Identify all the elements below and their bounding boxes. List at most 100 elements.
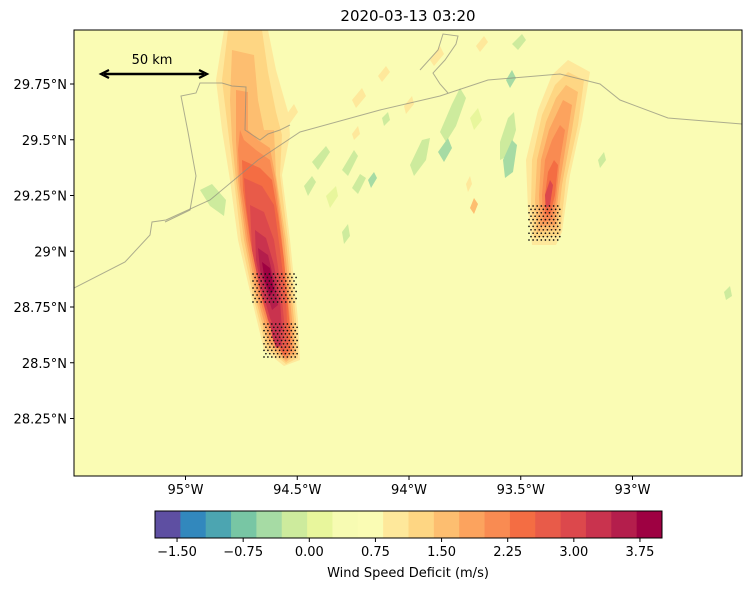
turbine-marker [260,294,263,296]
turbine-marker [252,294,254,296]
turbine-marker [266,283,269,286]
turbine-marker [272,301,275,303]
map-background [74,30,742,476]
turbine-marker [556,232,559,235]
turbine-marker [274,349,277,352]
turbine-marker [536,239,539,241]
turbine-marker [263,349,265,352]
y-tick-label: 29.75°N [14,78,67,93]
turbine-marker [538,222,541,224]
turbine-marker [258,290,261,293]
turbine-marker [292,339,295,342]
turbine-marker [288,346,291,348]
colorbar-tick-label: 0.75 [361,545,390,560]
turbine-marker [284,326,287,329]
turbine-marker [554,222,557,224]
turbine-marker [548,225,551,228]
turbine-marker [276,273,279,275]
background-field-noise [200,34,732,300]
colorbar-swatch [256,511,283,538]
turbine-marker [293,287,295,289]
turbine-marker [272,333,275,335]
turbine-marker [270,349,273,352]
turbine-marker [286,356,289,358]
turbine-marker [256,287,258,289]
turbine-marker [534,208,536,211]
turbine-marker [282,336,285,339]
turbine-marker [289,280,291,282]
turbine-marker [265,326,267,329]
colorbar-tick-label: 0.00 [295,545,324,560]
turbine-marker [274,342,277,345]
turbine-marker [294,329,297,332]
turbine-marker [268,339,271,342]
turbine-marker [532,205,534,207]
turbine-marker [258,276,261,279]
turbine-markers [252,205,561,358]
turbine-marker [263,342,265,345]
turbine-marker [558,215,561,218]
turbine-marker [291,297,293,300]
turbine-marker [552,218,555,221]
turbine-marker [542,222,545,224]
x-tick-label: 95°W [168,483,204,498]
turbine-marker [536,225,539,228]
turbine-marker [548,239,551,241]
turbine-marker [528,211,530,214]
turbine-marker [291,290,293,293]
turbine-marker [294,323,297,325]
turbine-marker [550,215,553,218]
turbine-marker [550,222,553,224]
turbine-marker [278,336,281,339]
turbine-marker [536,205,539,207]
turbine-marker [276,294,279,296]
turbine-marker [282,356,285,358]
turbine-marker [252,301,254,303]
turbine-marker [272,280,275,282]
turbine-marker [276,352,279,355]
turbine-marker [284,280,287,282]
x-tick-label: 94.5°W [273,483,321,498]
turbine-marker [544,211,547,214]
colorbar-swatch [332,511,359,538]
turbine-marker [276,333,279,335]
turbine-marker [272,294,275,296]
turbine-marker [530,215,532,218]
turbine-marker [280,346,283,348]
turbine-marker [274,283,277,286]
turbine-marker [550,235,553,238]
turbine-marker [296,339,298,342]
turbine-marker [280,326,283,329]
turbine-marker [266,290,269,293]
turbine-marker [252,287,254,289]
turbine-marker [264,273,267,275]
turbine-marker [287,297,289,300]
turbine-marker [272,346,275,348]
turbine-marker [264,301,267,303]
turbine-marker [274,329,277,332]
y-tick-label: 29°N [34,245,67,260]
plot-title: 2020-03-13 03:20 [340,7,475,25]
colorbar-tick-label: −1.50 [157,545,197,560]
colorbar-swatch [180,511,207,538]
turbine-marker [272,273,275,275]
turbine-marker [284,287,287,289]
colorbar-label: Wind Speed Deficit (m/s) [327,566,489,581]
turbine-marker [538,208,541,211]
turbine-marker [532,225,534,228]
turbine-marker [528,218,530,221]
colorbar-ticks: −1.50 −0.75 0.00 0.75 1.50 2.25 3.00 3.75 [157,538,654,560]
turbine-marker [278,342,281,345]
turbine-marker [278,276,281,279]
turbine-marker [534,215,536,218]
turbine-marker [284,352,287,355]
turbine-marker [267,342,269,345]
turbine-marker [532,218,534,221]
turbine-marker [282,323,285,325]
turbine-marker [282,329,285,332]
turbine-marker [550,208,553,211]
turbine-marker [286,323,289,325]
scale-bar-right-arrow-icon [198,69,210,79]
turbine-marker [288,352,291,355]
turbine-marker [264,280,267,282]
